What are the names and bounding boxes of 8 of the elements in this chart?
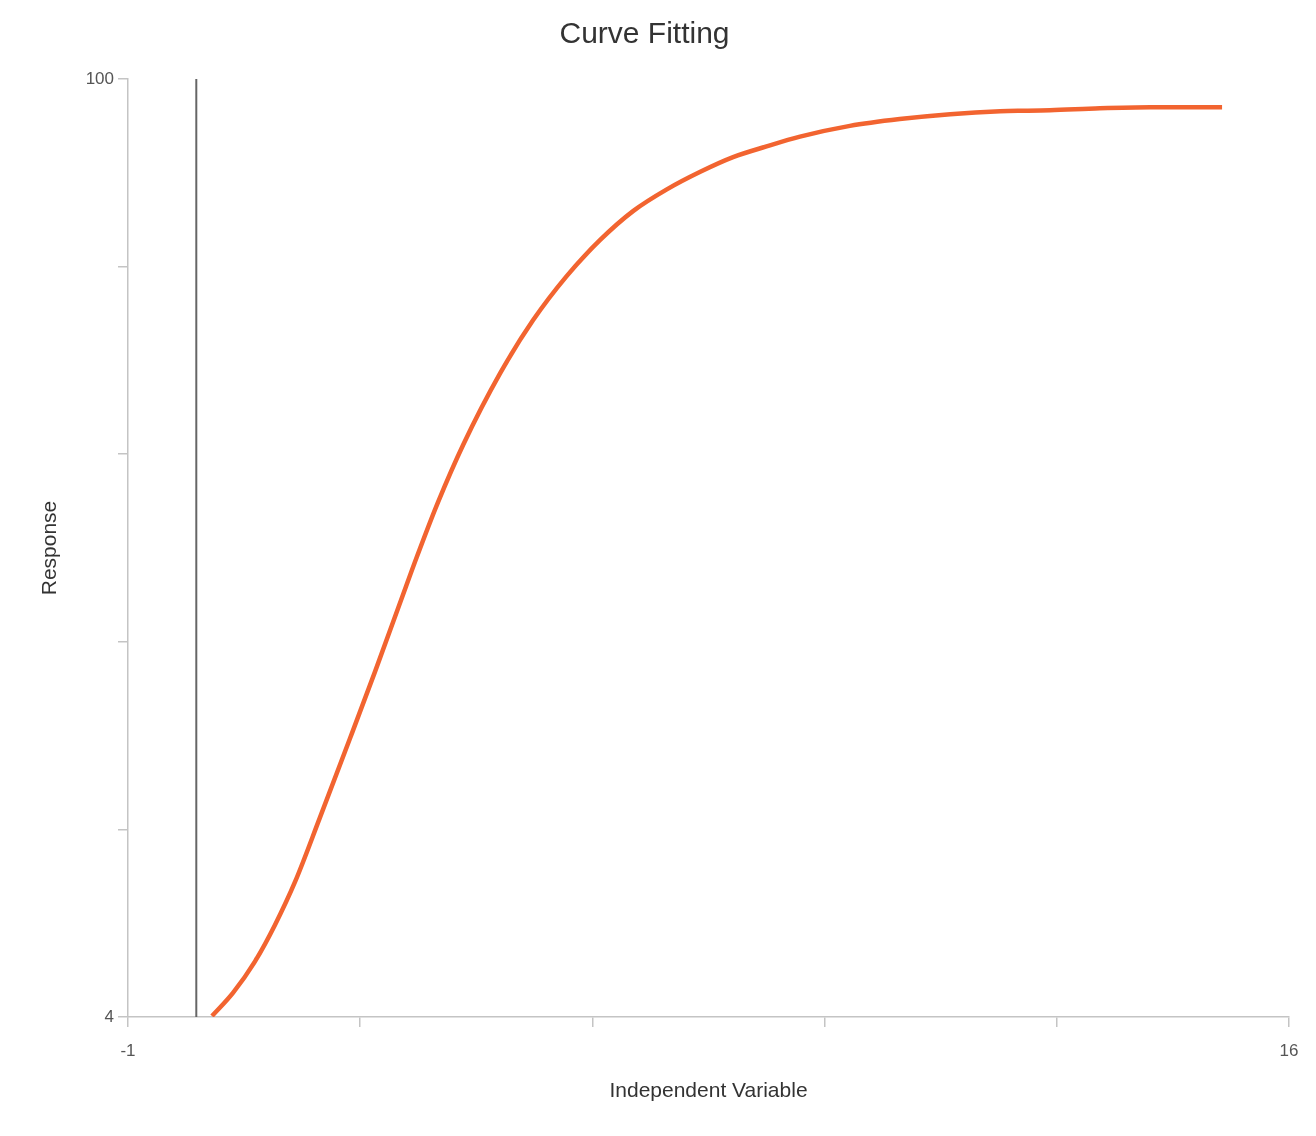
line-series xyxy=(209,105,1225,1017)
x-tick-label: 16 xyxy=(1279,1040,1299,1060)
chart-title: Curve Fitting xyxy=(559,16,730,50)
x-tick-label: -1 xyxy=(120,1040,136,1060)
y-tick-label: 4 xyxy=(104,1006,114,1026)
y-axis-title: Response xyxy=(37,500,61,596)
y-tick-label: 100 xyxy=(85,68,114,88)
x-axis-title: Independent Variable xyxy=(609,1078,808,1102)
